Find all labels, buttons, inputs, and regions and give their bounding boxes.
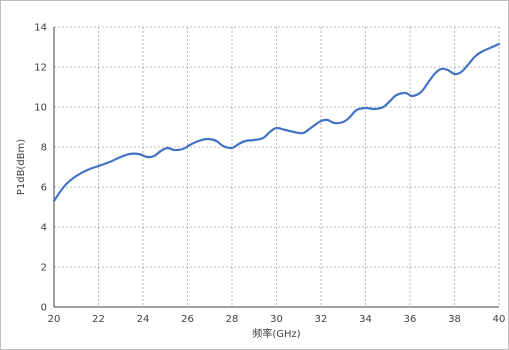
y-axis-title: P1dB(dBm): [16, 139, 27, 195]
y-tick-label: 0: [41, 303, 47, 314]
y-tick-label: 8: [41, 143, 47, 154]
y-tick-label: 14: [34, 23, 47, 34]
x-tick-label: 40: [493, 314, 506, 325]
p1db-series-line: [52, 42, 501, 203]
x-tick-label: 26: [181, 314, 194, 325]
x-tick-label: 24: [137, 314, 150, 325]
x-tick-label: 32: [315, 314, 328, 325]
x-axis-title: 频率(GHz): [252, 327, 300, 340]
x-tick-label: 22: [92, 314, 105, 325]
y-tick-label: 10: [34, 103, 47, 114]
y-tick-label: 2: [41, 263, 47, 274]
y-tick-label: 12: [34, 63, 47, 74]
x-tick-label: 38: [448, 314, 461, 325]
y-tick-label: 6: [41, 183, 47, 194]
series-layer: [52, 42, 501, 203]
y-tick-label: 4: [41, 223, 47, 234]
x-tick-label: 36: [404, 314, 417, 325]
x-tick-label: 34: [359, 314, 372, 325]
axes: [53, 27, 499, 308]
gridlines: [54, 26, 500, 307]
x-tick-label: 20: [48, 314, 61, 325]
x-tick-label: 28: [226, 314, 239, 325]
x-tick-label: 30: [270, 314, 283, 325]
